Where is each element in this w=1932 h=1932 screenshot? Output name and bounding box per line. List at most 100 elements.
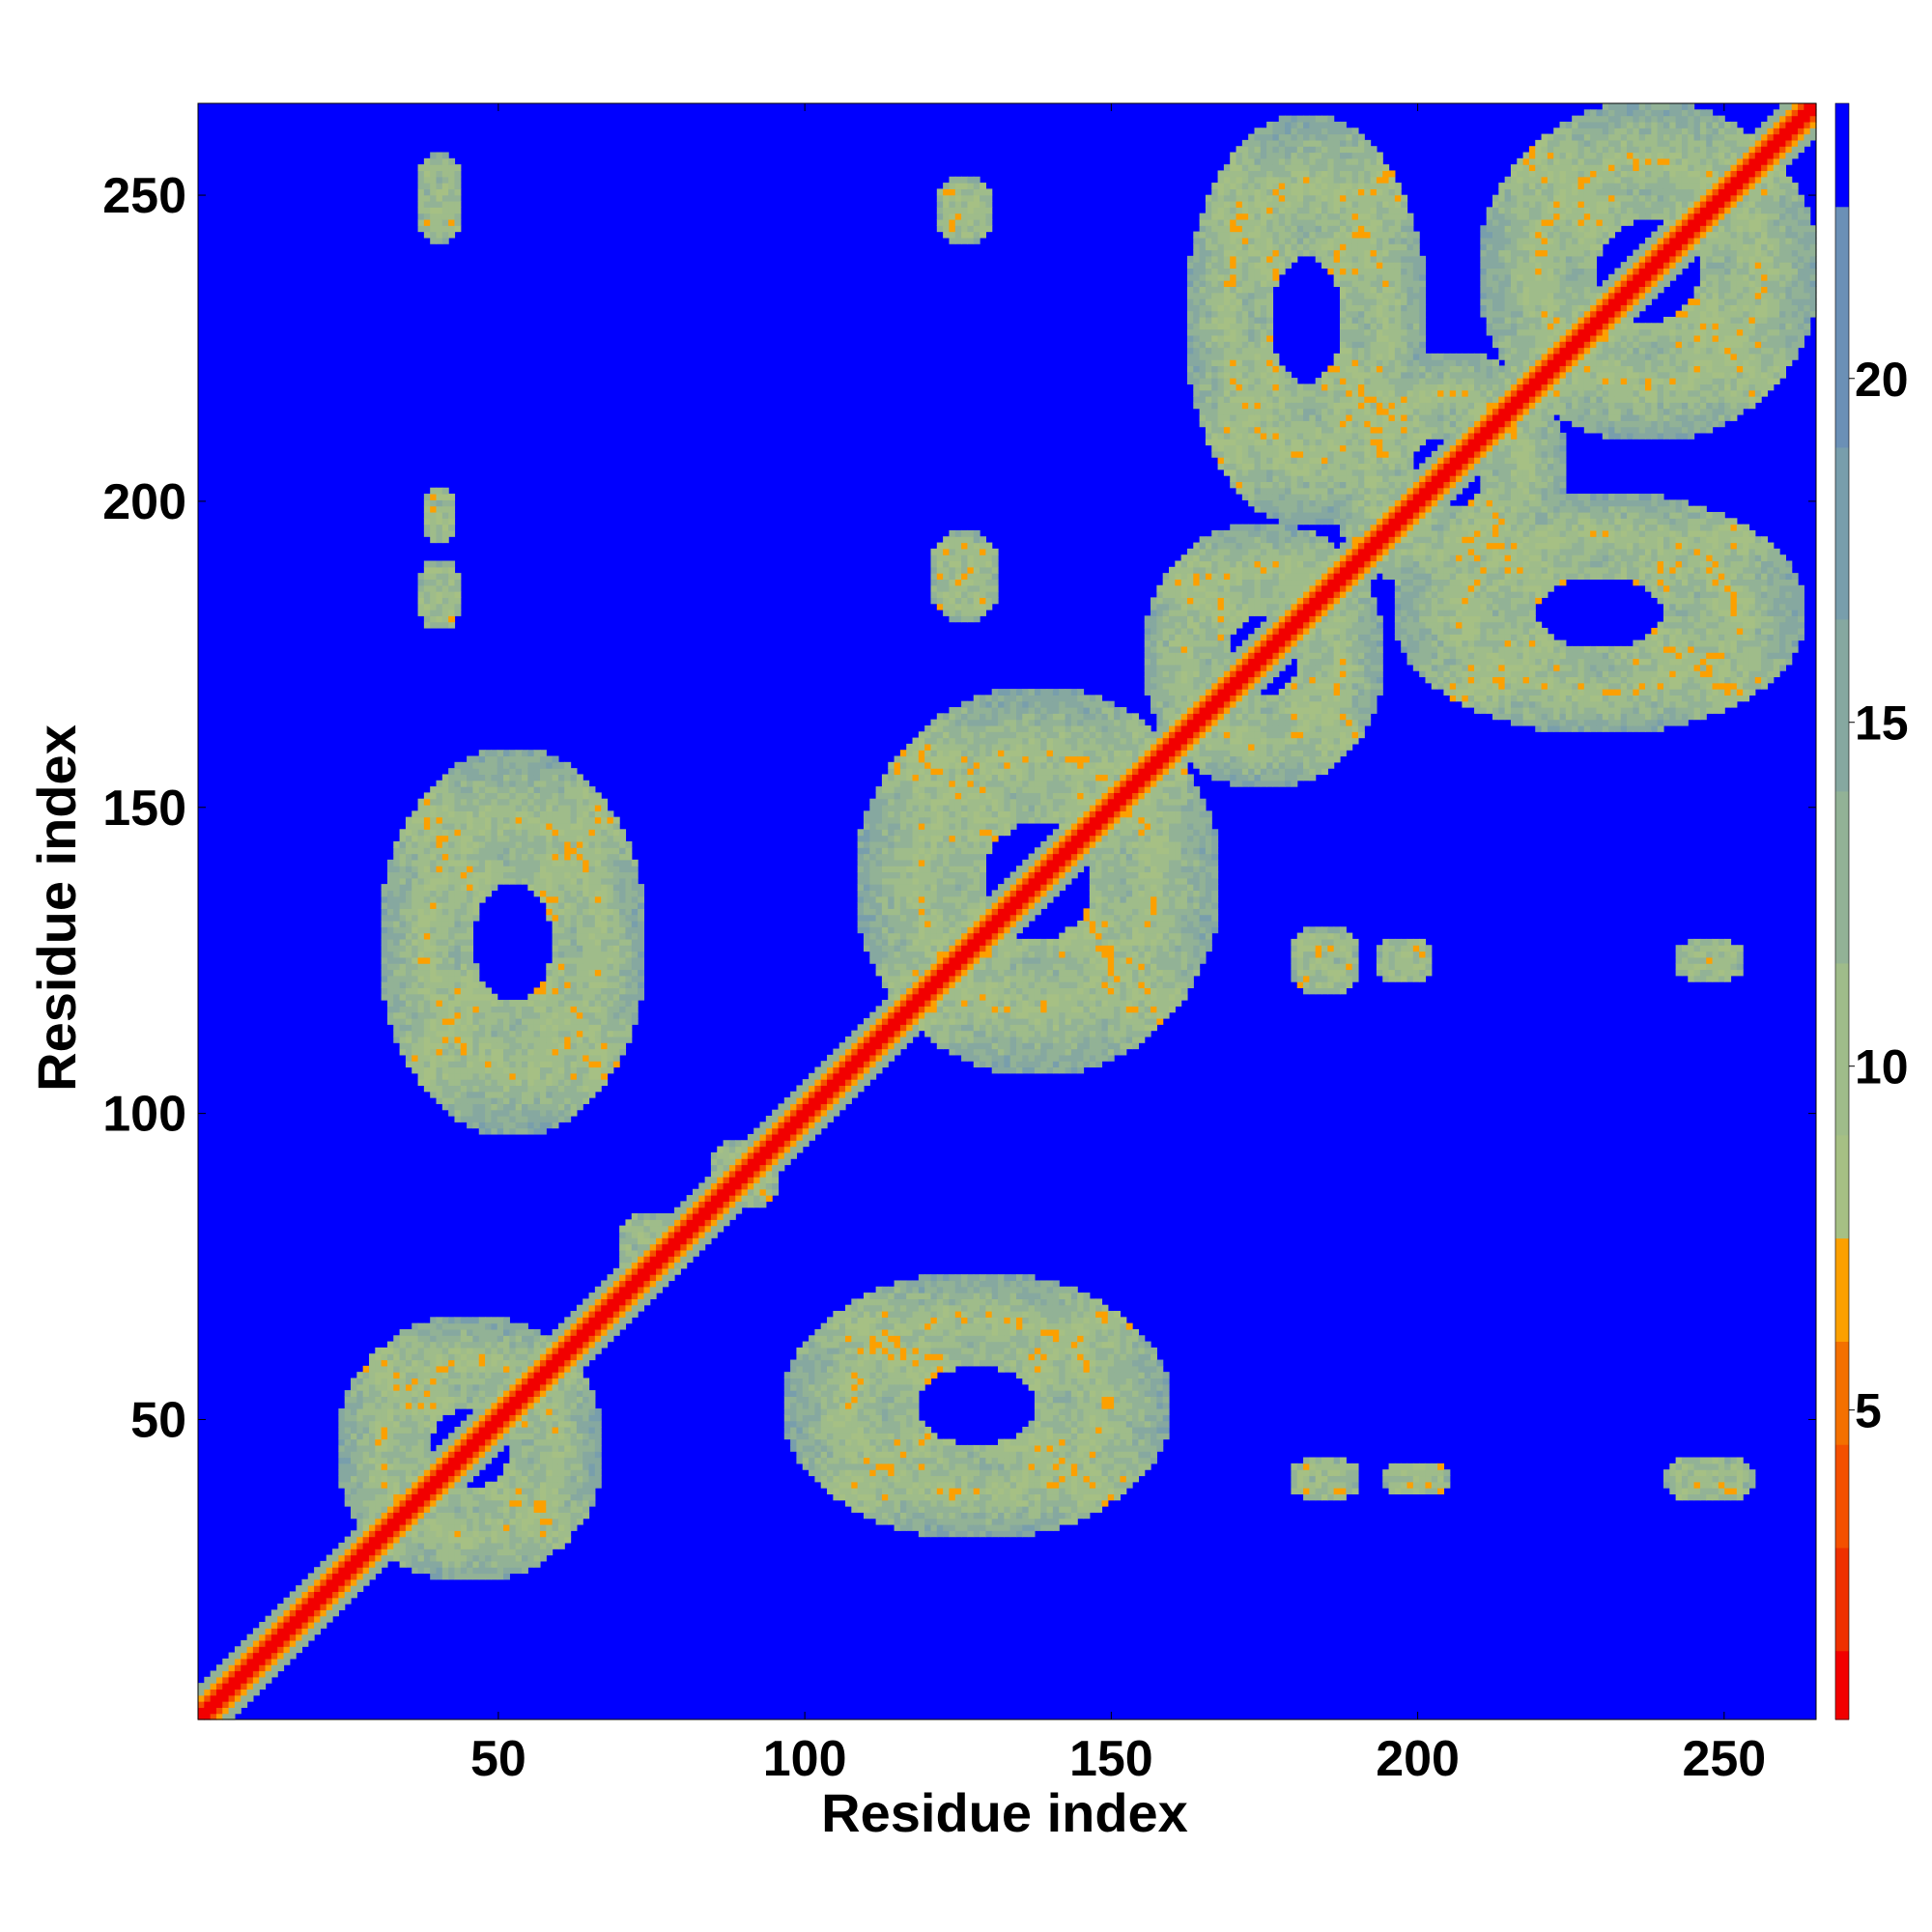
heatmap-cell	[588, 1304, 596, 1312]
heatmap-cell	[863, 1469, 870, 1477]
heatmap-cell	[491, 1548, 498, 1556]
heatmap-cell	[557, 908, 565, 916]
heatmap-cell	[662, 1280, 669, 1288]
heatmap-cell	[539, 1518, 547, 1525]
heatmap-cell	[198, 1701, 205, 1708]
heatmap-cell	[594, 1048, 602, 1056]
heatmap-cell	[252, 1628, 260, 1635]
heatmap-cell	[405, 1054, 412, 1062]
heatmap-cell	[448, 560, 456, 568]
heatmap-cell	[423, 1072, 431, 1080]
heatmap-cell	[478, 1457, 486, 1464]
heatmap-cell	[582, 890, 590, 897]
heatmap-cell	[441, 524, 449, 531]
heatmap-cell	[809, 1072, 815, 1080]
heatmap-cell	[728, 1177, 736, 1184]
heatmap-cell	[467, 755, 474, 763]
heatmap-cell	[436, 621, 443, 629]
heatmap-cell	[448, 1536, 456, 1544]
heatmap-cell	[783, 1097, 791, 1104]
heatmap-cell	[515, 1072, 523, 1080]
heatmap-cell	[533, 1079, 541, 1087]
heatmap-cell	[381, 890, 388, 897]
heatmap-cell	[557, 1000, 565, 1007]
heatmap-cell	[362, 1506, 370, 1513]
heatmap-cell	[417, 798, 425, 806]
heatmap-cell	[814, 1091, 822, 1098]
heatmap-cell	[668, 1249, 675, 1257]
heatmap-cell	[460, 1488, 468, 1495]
heatmap-cell	[515, 877, 523, 885]
heatmap-cell	[533, 871, 541, 879]
heatmap-cell	[607, 847, 614, 855]
heatmap-cell	[491, 1414, 498, 1422]
heatmap-cell	[631, 877, 639, 885]
heatmap-cell	[625, 1000, 633, 1007]
heatmap-cell	[539, 1335, 547, 1343]
heatmap-cell	[472, 1359, 480, 1367]
heatmap-cell	[289, 1652, 297, 1660]
heatmap-cell	[417, 987, 425, 995]
heatmap-cell	[436, 1396, 443, 1404]
heatmap-cell	[460, 877, 468, 885]
heatmap-cell	[241, 1683, 248, 1690]
heatmap-cell	[601, 956, 609, 964]
heatmap-cell	[631, 914, 639, 922]
heatmap-cell	[607, 969, 614, 977]
heatmap-cell	[503, 792, 510, 800]
heatmap-cell	[296, 1621, 303, 1629]
heatmap-cell	[546, 798, 554, 806]
heatmap-cell	[601, 1317, 609, 1324]
heatmap-cell	[576, 835, 583, 842]
heatmap-cell	[594, 1481, 602, 1489]
heatmap-cell	[478, 755, 486, 763]
heatmap-cell	[478, 1000, 486, 1007]
heatmap-cell	[375, 1438, 383, 1446]
heatmap-cell	[546, 902, 554, 909]
heatmap-cell	[259, 1664, 267, 1672]
heatmap-cell	[601, 859, 609, 867]
heatmap-cell	[503, 810, 510, 818]
heatmap-cell	[497, 1499, 504, 1507]
heatmap-cell	[405, 1451, 412, 1459]
heatmap-cell	[430, 237, 438, 244]
heatmap-cell	[564, 805, 572, 811]
heatmap-cell	[448, 1542, 456, 1549]
heatmap-cell	[539, 1066, 547, 1074]
heatmap-cell	[448, 1554, 456, 1562]
heatmap-cell	[356, 1408, 364, 1415]
heatmap-cell	[809, 1408, 815, 1415]
heatmap-cell	[594, 1024, 602, 1032]
heatmap-cell	[625, 932, 633, 940]
heatmap-cell	[491, 1335, 498, 1343]
heatmap-cell	[412, 987, 419, 995]
heatmap-cell	[564, 926, 572, 934]
heatmap-cell	[436, 1444, 443, 1452]
heatmap-cell	[857, 1328, 865, 1336]
heatmap-cell	[546, 1396, 554, 1404]
heatmap-cell	[735, 1164, 743, 1172]
heatmap-cell	[509, 1061, 517, 1068]
heatmap-cell	[381, 963, 388, 971]
heatmap-cell	[601, 1054, 609, 1062]
heatmap-cell	[448, 1438, 456, 1446]
heatmap-cell	[845, 1451, 852, 1459]
heatmap-cell	[546, 1444, 554, 1452]
heatmap-cell	[270, 1664, 278, 1672]
heatmap-cell	[204, 1694, 212, 1702]
heatmap-cell	[851, 1506, 859, 1513]
heatmap-cell	[857, 1433, 865, 1440]
heatmap-cell	[557, 798, 565, 806]
heatmap-cell	[485, 884, 492, 891]
heatmap-cell	[423, 1420, 431, 1428]
heatmap-cell	[412, 877, 419, 885]
heatmap-cell	[533, 1433, 541, 1440]
heatmap-cell	[851, 1457, 859, 1464]
heatmap-cell	[845, 1481, 852, 1489]
heatmap-cell	[454, 768, 462, 776]
heatmap-cell	[833, 1109, 840, 1117]
heatmap-cell	[215, 1664, 223, 1672]
heatmap-cell	[386, 945, 394, 952]
heatmap-cell	[503, 822, 510, 830]
heatmap-cell	[472, 1072, 480, 1080]
